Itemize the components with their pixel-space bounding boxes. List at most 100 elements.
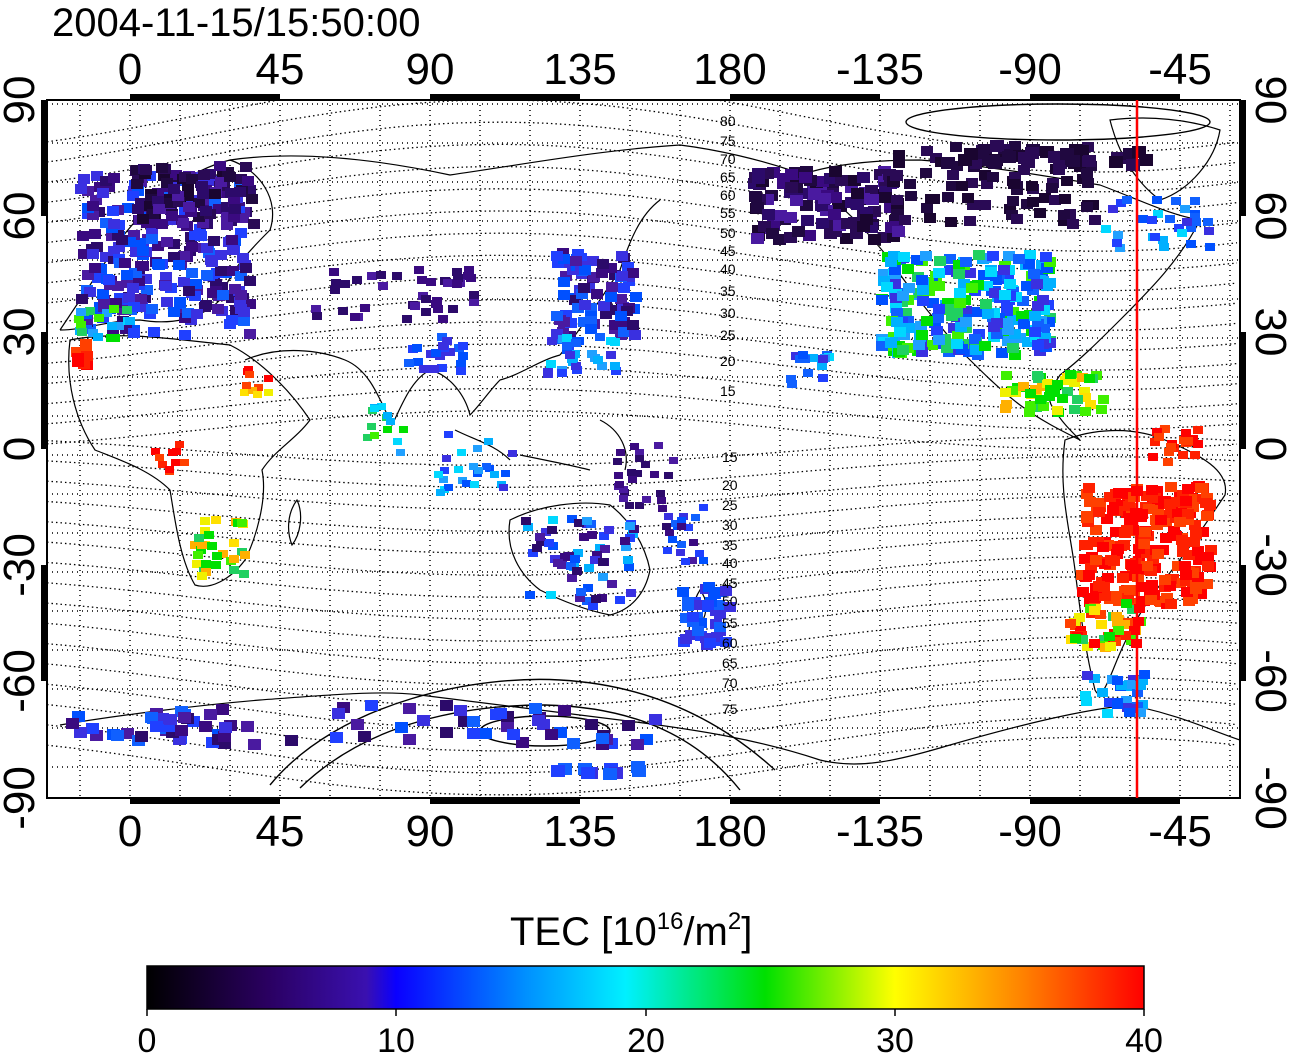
tec-cell [892, 226, 905, 237]
tec-cell [140, 274, 152, 284]
contour-label: 25 [720, 327, 736, 343]
tec-cell [190, 279, 202, 289]
tec-cell [600, 545, 610, 553]
tec-cell [383, 426, 392, 433]
colorbar-tick-label: 30 [876, 1022, 914, 1057]
tec-cell [365, 700, 378, 711]
contour-label: 45 [720, 243, 736, 259]
tec-cell [603, 768, 617, 780]
tec-cell [378, 282, 388, 290]
tec-cell [525, 591, 535, 599]
tec-cell [616, 449, 625, 456]
tec-cell [458, 352, 468, 360]
tec-cell [178, 251, 190, 261]
tec-cell [893, 150, 905, 160]
tec-cell [1077, 373, 1088, 382]
tec-cell [857, 172, 870, 183]
tec-cell [171, 459, 180, 466]
tec-cell [946, 311, 958, 321]
tec-cell [198, 170, 210, 180]
tec-cell [632, 765, 646, 777]
tec-cell [370, 405, 379, 412]
tec-cell [933, 281, 945, 291]
left-latitude-labels: 90 60 30 0 -30 -60 -90 [0, 76, 44, 830]
tec-cell [604, 526, 614, 534]
lat-label-left: 0 [0, 437, 44, 461]
contour-label: 50 [722, 593, 738, 609]
tec-cell [1069, 405, 1080, 414]
tec-cell [253, 391, 262, 398]
tec-cell [87, 210, 99, 220]
tec-cell [193, 198, 205, 208]
tec-cell [182, 308, 194, 318]
tec-cell [1002, 325, 1014, 335]
tec-cell [1180, 205, 1190, 213]
tec-cell [1058, 210, 1070, 220]
tec-cell [246, 194, 258, 204]
tec-cell [595, 333, 605, 341]
tec-cell [1104, 632, 1115, 641]
tec-cell [1008, 179, 1020, 189]
tec-cell [897, 345, 909, 355]
tec-cell [1004, 279, 1016, 289]
tec-cell [1022, 337, 1034, 347]
tec-cell [1119, 620, 1130, 629]
tec-cell [677, 541, 686, 548]
tec-cell [123, 293, 135, 303]
tec-cell [395, 722, 408, 733]
tec-cell [1081, 489, 1093, 499]
tec-cell [669, 457, 678, 464]
tec-cell [558, 705, 571, 716]
tec-cell [885, 222, 898, 233]
tec-cell [312, 312, 322, 320]
tec-cell [1121, 696, 1132, 705]
tec-cell [285, 735, 298, 746]
tec-cell [933, 304, 945, 314]
tec-cell [1180, 576, 1192, 586]
tec-cell [714, 609, 726, 619]
tec-cell [885, 257, 897, 267]
tec-cell [214, 161, 226, 171]
tec-cell [582, 517, 592, 525]
tec-cell [913, 340, 925, 350]
tec-cell [137, 214, 149, 224]
right-latitude-labels: 90 60 30 0 -30 -60 -90 [1246, 76, 1292, 830]
tec-cell [482, 463, 491, 470]
contour-label: 20 [722, 477, 738, 493]
tec-cell [207, 542, 217, 550]
tec-cell [501, 711, 514, 722]
bottom-tick-bar [730, 798, 880, 804]
tec-cell [131, 179, 143, 189]
tec-cell [434, 471, 443, 478]
tec-cell [790, 195, 803, 206]
tec-cell [970, 307, 982, 317]
tec-cell [192, 560, 202, 568]
tec-cell [490, 471, 499, 478]
tec-cell [1021, 281, 1033, 291]
tec-cell [899, 215, 911, 225]
tec-cell [1124, 708, 1135, 717]
contour-line [47, 410, 1238, 450]
tec-cell [417, 715, 430, 726]
tec-cell [987, 172, 999, 182]
tec-cell [619, 486, 628, 493]
tec-cell [1190, 213, 1200, 221]
tec-cell [921, 203, 933, 213]
tec-cell [107, 206, 119, 216]
tec-cell [186, 268, 198, 278]
tec-cell [412, 344, 422, 352]
tec-cell [528, 549, 538, 557]
tec-cell [507, 729, 520, 740]
tec-cell [814, 185, 827, 196]
tec-cell [911, 255, 923, 265]
tec-cell [114, 322, 124, 330]
tec-cell [1111, 612, 1122, 621]
tec-cell [1083, 483, 1095, 493]
contour-label: 70 [720, 151, 736, 167]
tec-cell [1172, 561, 1184, 571]
tec-cell [989, 288, 1001, 298]
tec-cell [536, 538, 546, 546]
tec-cell [964, 216, 976, 226]
tec-cell [887, 176, 900, 187]
tec-cell [572, 303, 584, 313]
